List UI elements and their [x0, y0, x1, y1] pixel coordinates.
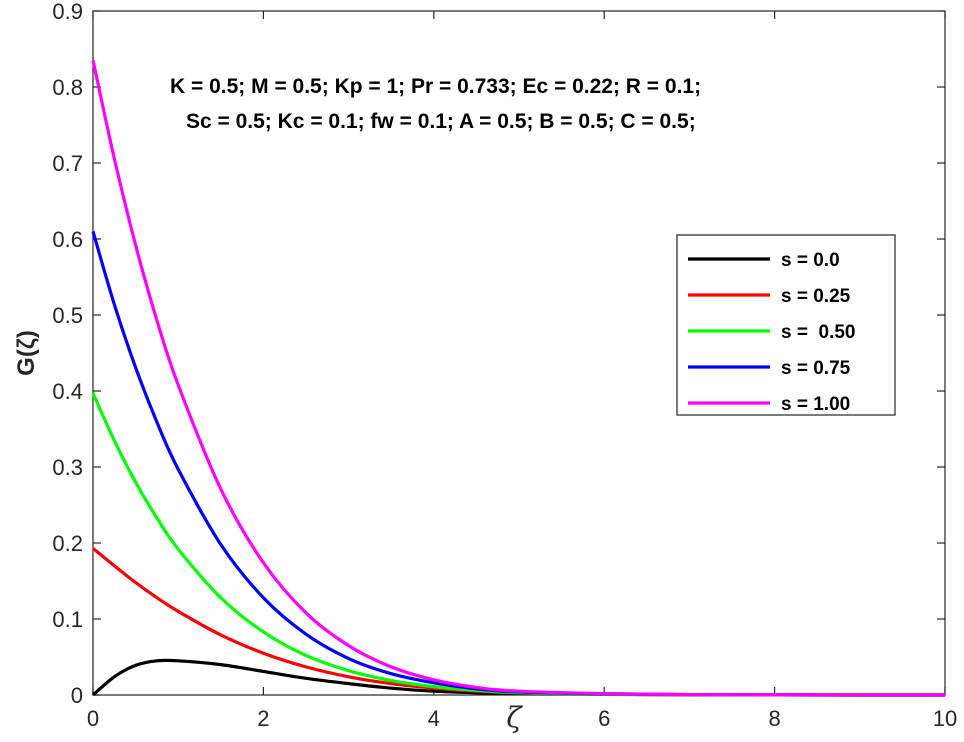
legend-label-1: s = 0.25	[781, 286, 851, 307]
legend: s = 0.0 s = 0.25 s = 0.50 s = 0.75 s = 1.00	[676, 234, 896, 416]
x-tick-label: 6	[598, 706, 610, 731]
legend-label-3: s = 0.75	[781, 358, 851, 379]
y-tick-label: 0.5	[52, 303, 83, 328]
x-tick-label: 8	[768, 706, 780, 731]
y-tick-label: 0.6	[52, 227, 83, 252]
x-tick-label: 2	[257, 706, 269, 731]
series-line-4	[91, 60, 946, 697]
legend-label-4: s = 1.00	[781, 394, 850, 415]
legend-box	[676, 234, 896, 416]
y-tick-label: 0.2	[52, 531, 83, 556]
x-tick-label: 10	[933, 706, 957, 731]
y-tick-label: 0.9	[52, 0, 83, 24]
y-tick-label: 0.8	[52, 75, 83, 100]
legend-label-2: s = 0.50	[781, 322, 855, 343]
y-tick-label: 0.7	[52, 151, 83, 176]
legend-label-0: s = 0.0	[781, 250, 840, 271]
y-tick-label: 0.4	[52, 379, 83, 404]
y-tick-label: 0.1	[52, 607, 83, 632]
annotation-line-2: Sc = 0.5; Kc = 0.1; fw = 0.1; A = 0.5; B…	[186, 110, 696, 133]
annotation-line-1: K = 0.5; M = 0.5; Kp = 1; Pr = 0.733; Ec…	[170, 75, 701, 98]
x-tick-label: 0	[87, 706, 99, 731]
y-tick-label: 0.3	[52, 455, 83, 480]
y-axis-title: G(ζ)	[13, 330, 40, 376]
x-tick-label: 4	[428, 706, 440, 731]
x-axis-title: ζ	[506, 701, 523, 734]
axis-ticks: 0 2 4 6 8 10 0 0.1 0.2 0.3 0.4 0.5 0.6 0.7 0.8 0.9	[52, 0, 957, 731]
series-layer	[91, 60, 946, 697]
y-tick-label: 0	[71, 683, 83, 708]
